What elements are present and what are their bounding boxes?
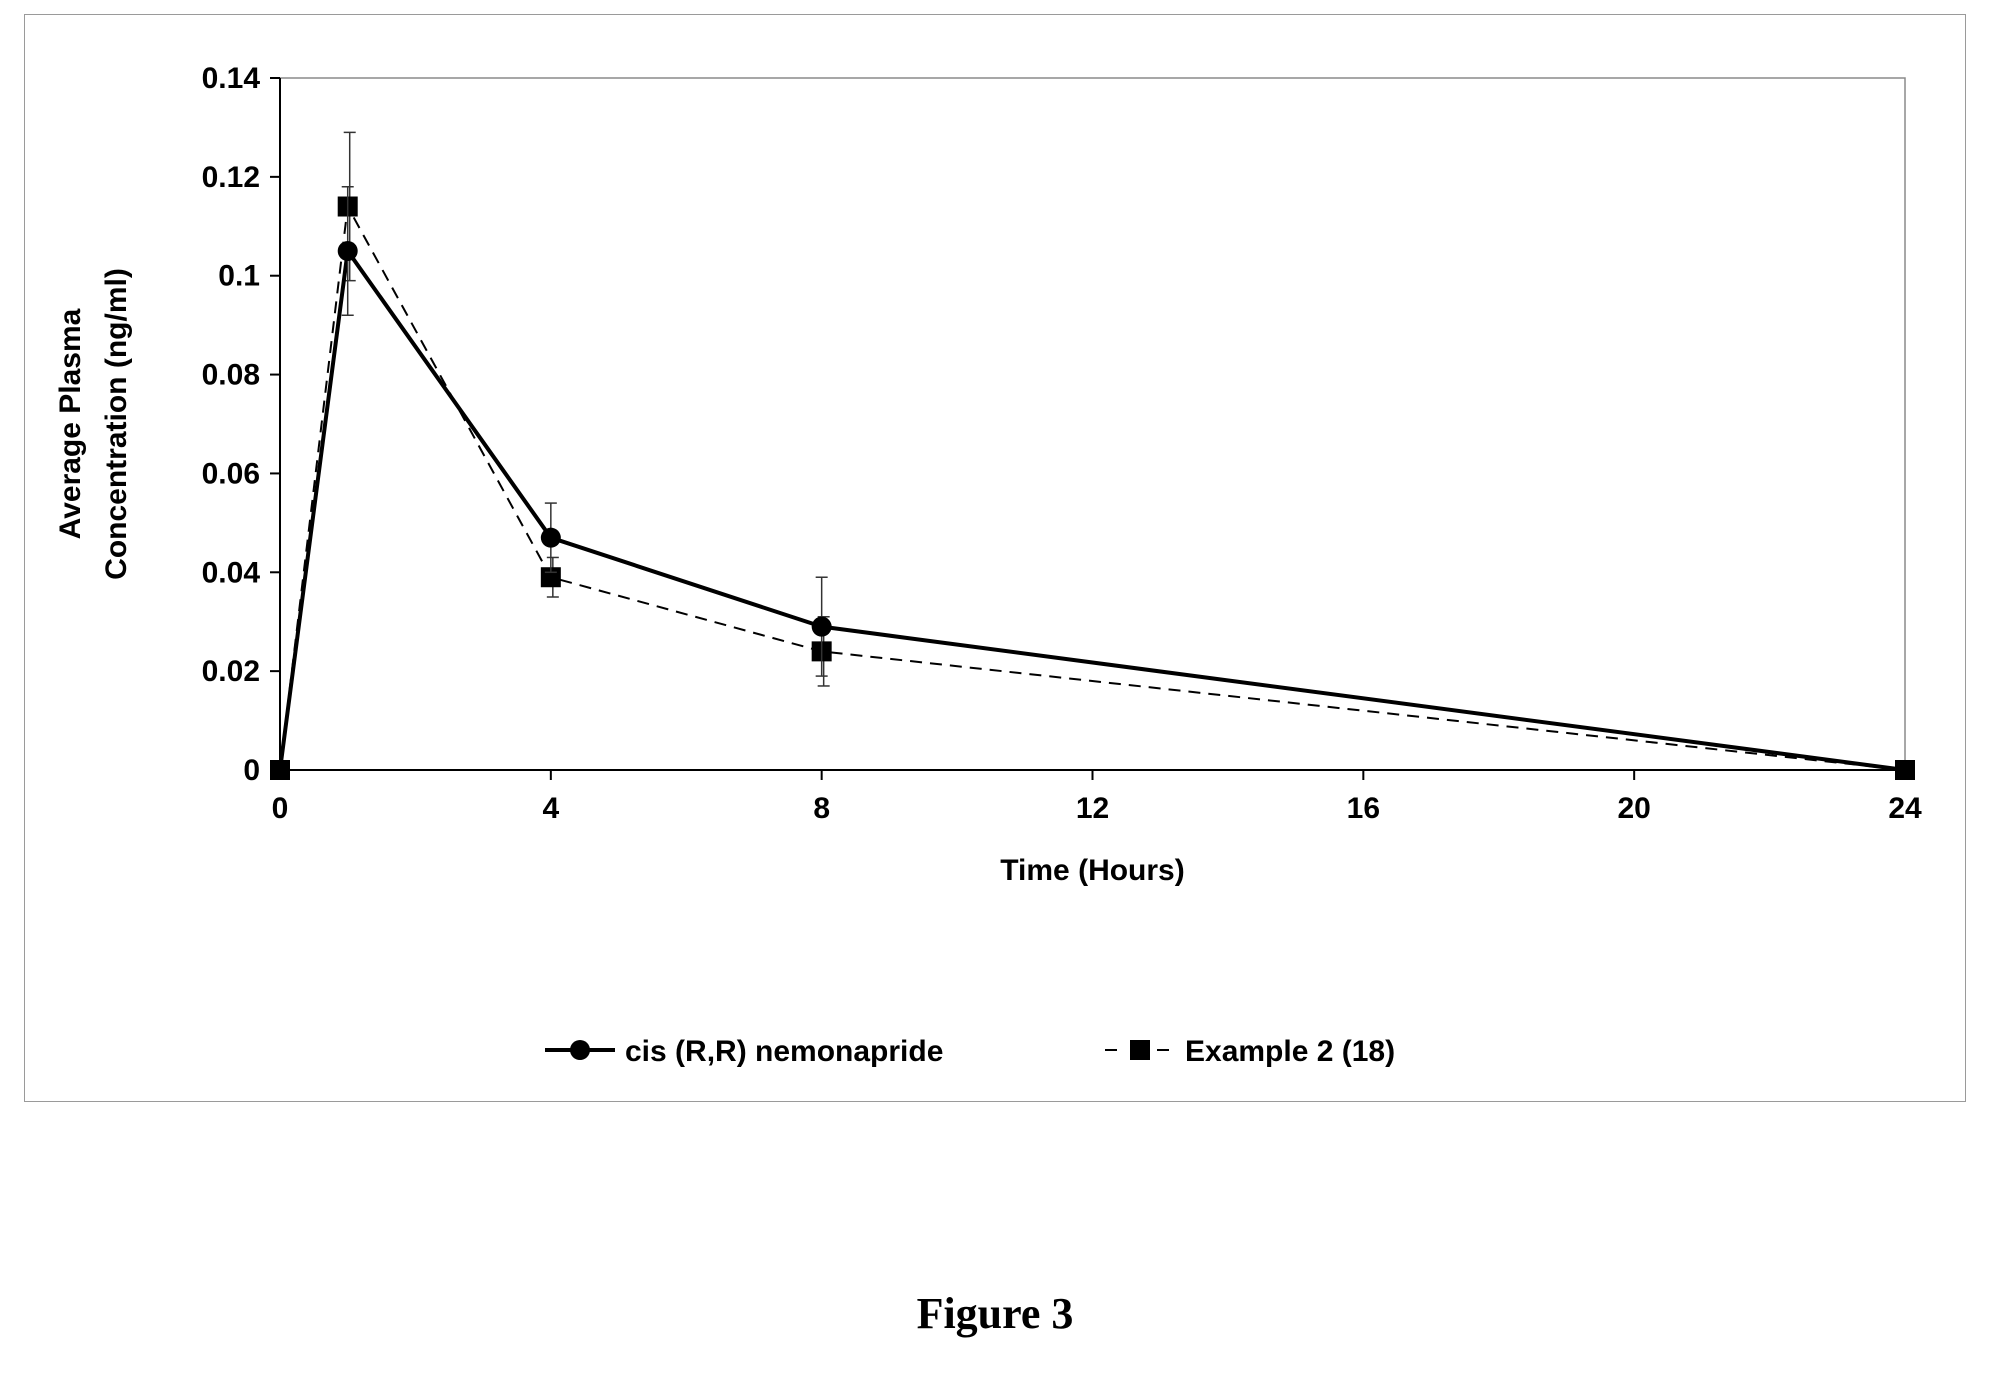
y-tick-label: 0.08 — [202, 359, 260, 392]
x-axis-title: Time (Hours) — [1000, 854, 1184, 887]
y-tick-label: 0.12 — [202, 161, 260, 194]
x-tick-label: 16 — [1347, 792, 1380, 825]
figure-caption: Figure 3 — [916, 1289, 1074, 1338]
x-tick-label: 24 — [1888, 792, 1922, 825]
x-tick-label: 4 — [542, 792, 559, 825]
data-point — [337, 241, 358, 261]
data-point — [1895, 760, 1915, 780]
series-nemonapride — [270, 185, 1915, 780]
y-tick-label: 0.1 — [218, 260, 260, 293]
series-example-2 — [270, 131, 1915, 780]
legend-label-nemonapride: cis (R,R) nemonapride — [625, 1035, 943, 1068]
y-axis-title-line: Concentration (ng/ml) — [100, 268, 133, 580]
legend: cis (R,R) nemonapride Example 2 (18) — [545, 1035, 1395, 1068]
plot-area-border — [279, 77, 1906, 771]
series-line — [278, 249, 1906, 772]
y-tick-label: 0 — [243, 754, 260, 787]
x-tick-label: 12 — [1076, 792, 1109, 825]
x-tick-label: 0 — [272, 792, 289, 825]
legend-label-example-2: Example 2 (18) — [1185, 1035, 1395, 1068]
data-point — [540, 527, 561, 548]
chart-frame — [24, 14, 1966, 1102]
x-tick-label: 20 — [1617, 792, 1650, 825]
line-chart: 0 0.02 0.04 0.06 0.08 0.1 0.12 0.14 0 4 8 12 16 20 24 T… — [54, 62, 1922, 1068]
y-axis-title-line: Average Plasma — [54, 308, 87, 539]
legend-marker-nemonapride — [570, 1040, 590, 1060]
legend-marker-example-2 — [1130, 1040, 1150, 1060]
y-tick-label: 0.04 — [202, 556, 261, 589]
x-tick-label: 8 — [813, 792, 830, 825]
y-tick-label: 0.06 — [202, 457, 260, 490]
data-point — [811, 616, 832, 637]
y-tick-label: 0.14 — [202, 62, 261, 95]
y-tick-label: 0.02 — [202, 655, 260, 688]
y-axis-title: Average Plasma Concentration (ng/ml) — [54, 268, 133, 580]
axes: 0 0.02 0.04 0.06 0.08 0.1 0.12 0.14 0 4 8 12 16 20 24 T… — [54, 62, 1922, 887]
series-layer — [270, 131, 1915, 780]
data-point — [270, 760, 290, 780]
series-line — [279, 205, 1906, 771]
